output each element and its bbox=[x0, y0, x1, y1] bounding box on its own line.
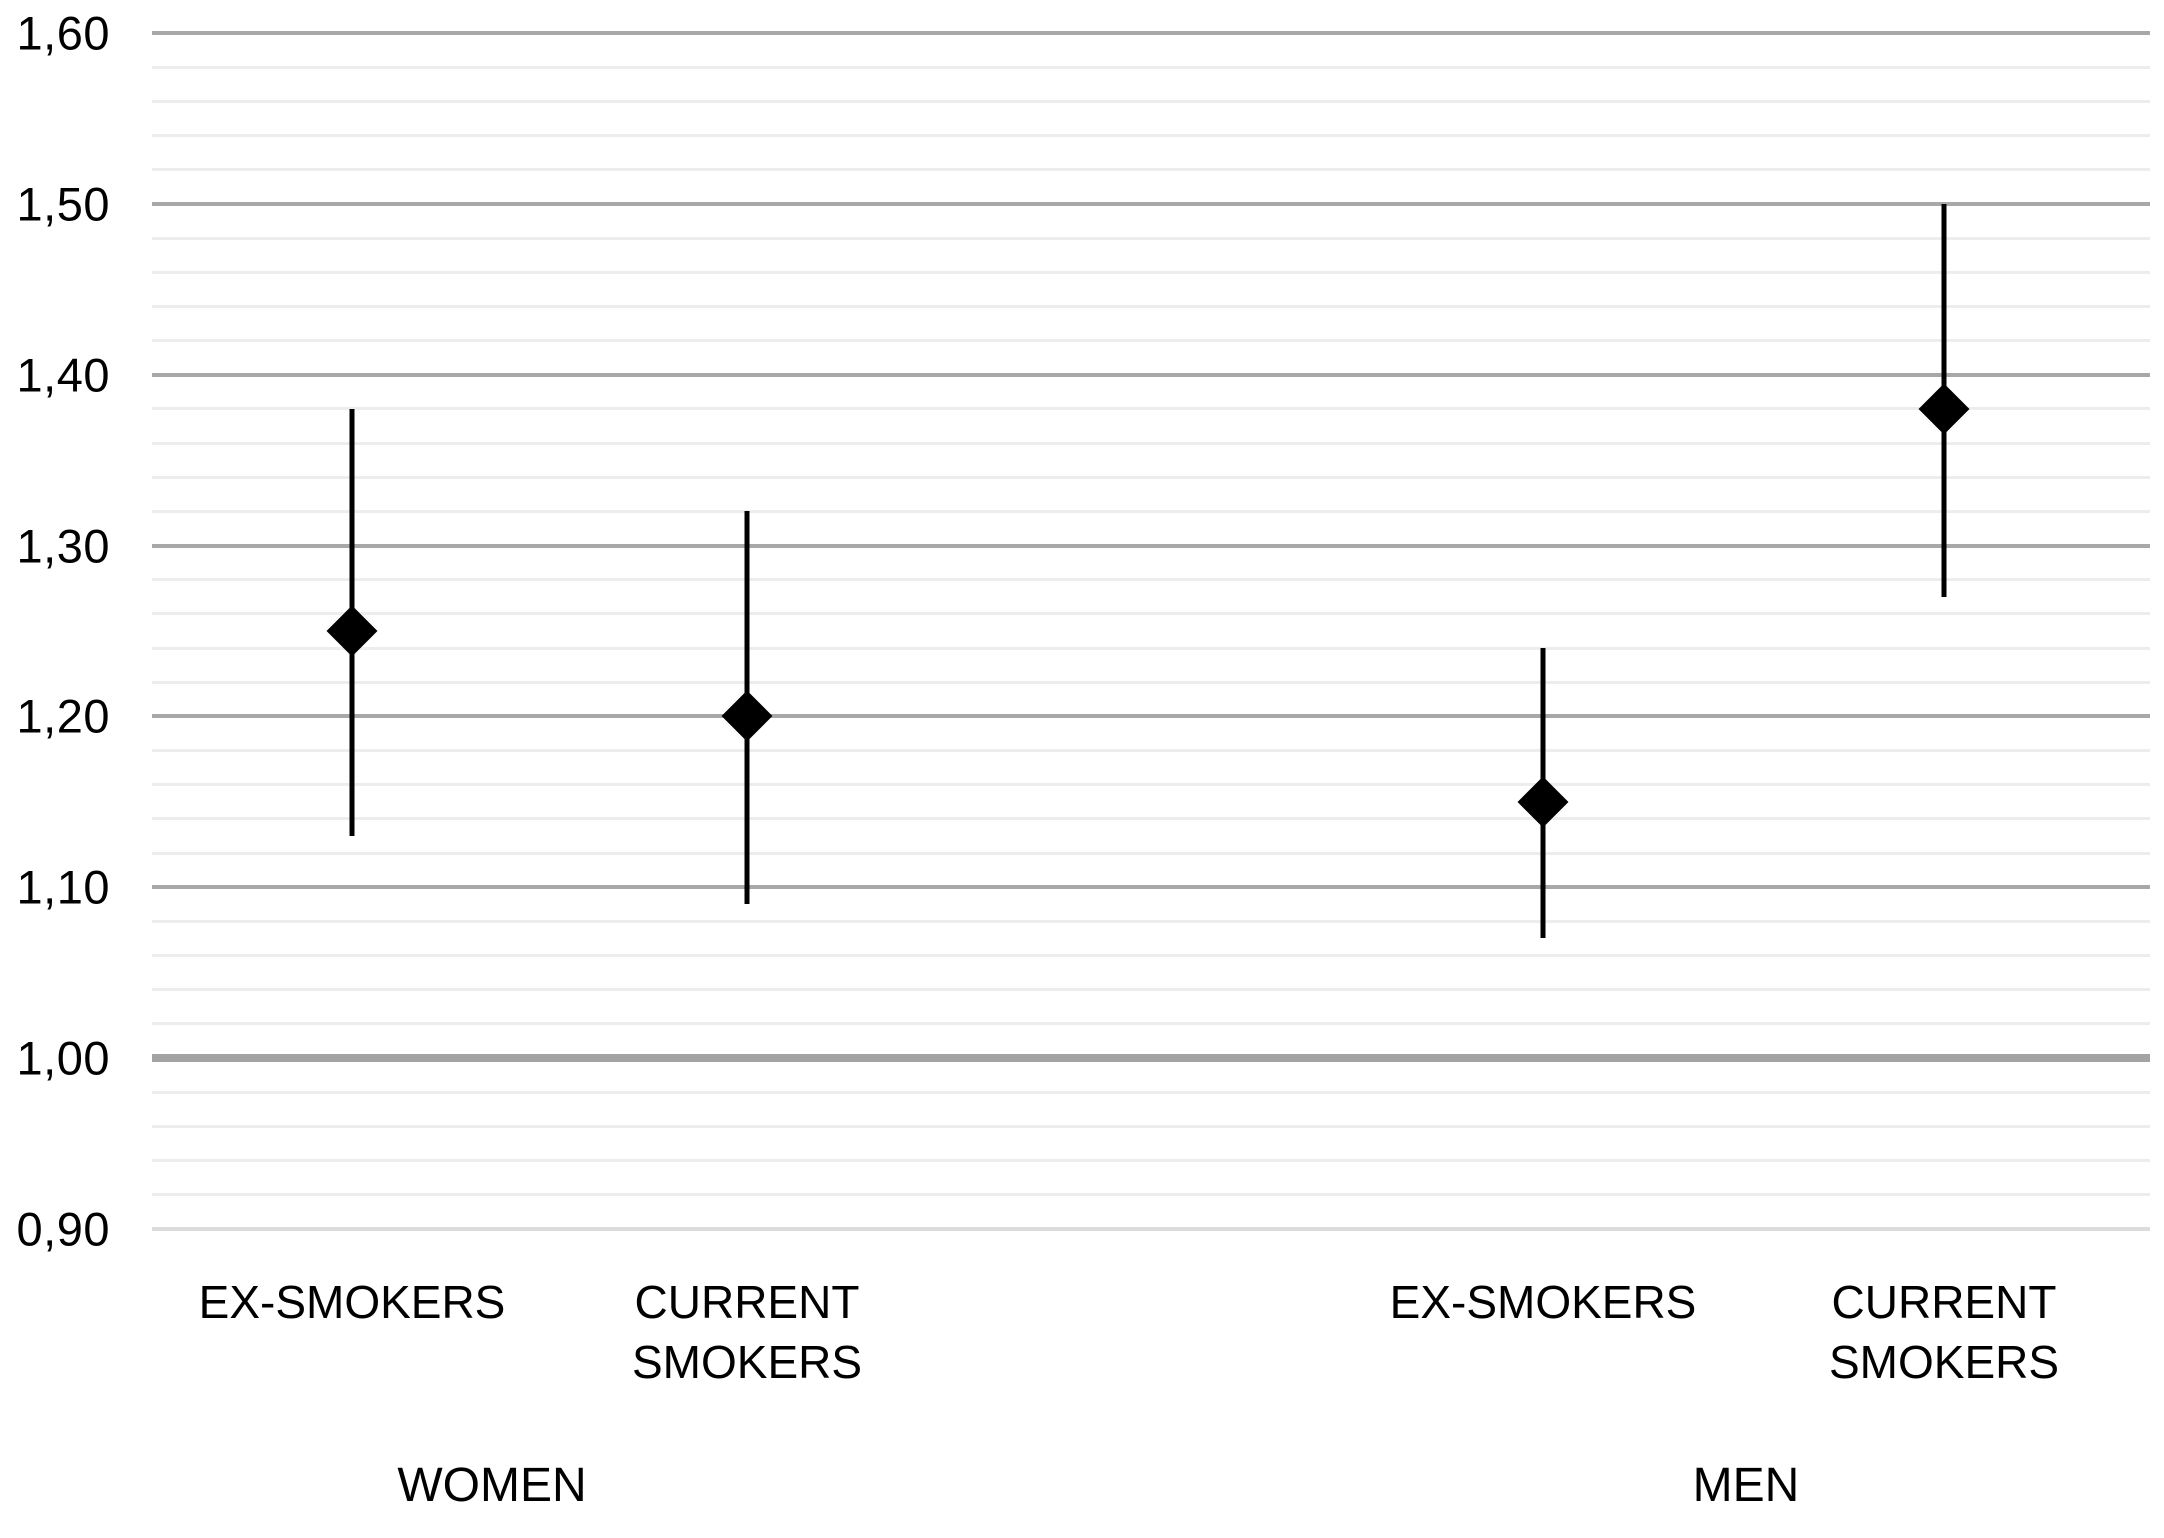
major-gridline bbox=[152, 544, 2150, 548]
minor-gridline bbox=[152, 476, 2150, 479]
y-axis-tick-label: 0,90 bbox=[16, 1202, 110, 1256]
minor-gridline bbox=[152, 134, 2150, 137]
minor-gridline bbox=[152, 612, 2150, 615]
major-gridline bbox=[152, 714, 2150, 718]
minor-gridline bbox=[152, 100, 2150, 103]
minor-gridline bbox=[152, 647, 2150, 650]
diamond-marker bbox=[721, 690, 773, 742]
y-axis-tick-label: 1,40 bbox=[16, 348, 110, 402]
major-gridline bbox=[152, 885, 2150, 889]
minor-gridline bbox=[152, 681, 2150, 684]
minor-gridline bbox=[152, 168, 2150, 171]
minor-gridline bbox=[152, 66, 2150, 69]
category-label: CURRENT SMOKERS bbox=[631, 1276, 863, 1388]
y-axis-tick-label: 1,10 bbox=[16, 860, 110, 914]
minor-gridline bbox=[152, 237, 2150, 240]
y-axis-tick-label: 1,60 bbox=[16, 6, 110, 60]
minor-gridline bbox=[152, 1022, 2150, 1025]
minor-gridline bbox=[152, 852, 2150, 855]
minor-gridline bbox=[152, 954, 2150, 957]
diamond-marker bbox=[1918, 383, 1970, 435]
major-gridline bbox=[152, 202, 2150, 206]
y-axis-tick-label: 1,30 bbox=[16, 519, 110, 573]
minor-gridline bbox=[152, 920, 2150, 923]
category-label: CURRENT SMOKERS bbox=[1828, 1276, 2060, 1388]
minor-gridline bbox=[152, 783, 2150, 786]
minor-gridline bbox=[152, 749, 2150, 752]
minor-gridline bbox=[152, 271, 2150, 274]
minor-gridline bbox=[152, 578, 2150, 581]
minor-gridline bbox=[152, 442, 2150, 445]
category-label: EX-SMOKERS bbox=[1389, 1276, 1697, 1328]
y-axis-tick-label: 1,20 bbox=[16, 689, 110, 743]
bottom-gridline bbox=[152, 1227, 2150, 1231]
y-axis-tick-label: 1,00 bbox=[16, 1031, 110, 1085]
minor-gridline bbox=[152, 305, 2150, 308]
minor-gridline bbox=[152, 1159, 2150, 1162]
minor-gridline bbox=[152, 510, 2150, 513]
minor-gridline bbox=[152, 817, 2150, 820]
major-gridline bbox=[152, 31, 2150, 35]
minor-gridline bbox=[152, 1193, 2150, 1196]
minor-gridline bbox=[152, 1125, 2150, 1128]
group-label: WOMEN bbox=[397, 1459, 587, 1512]
minor-gridline bbox=[152, 1091, 2150, 1094]
major-gridline bbox=[152, 373, 2150, 377]
category-label: EX-SMOKERS bbox=[198, 1276, 506, 1328]
group-label: MEN bbox=[1692, 1459, 1800, 1512]
minor-gridline bbox=[152, 339, 2150, 342]
minor-gridline bbox=[152, 988, 2150, 991]
y-axis-tick-label: 1,50 bbox=[16, 177, 110, 231]
minor-gridline bbox=[152, 407, 2150, 410]
reference-line-1-00 bbox=[152, 1054, 2150, 1062]
